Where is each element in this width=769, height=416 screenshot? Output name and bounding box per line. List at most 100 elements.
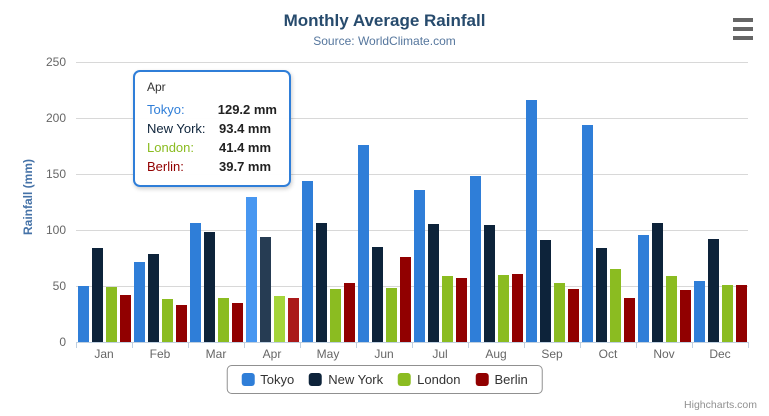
bar-berlin-jul[interactable] — [455, 277, 467, 342]
bar-london-apr[interactable] — [273, 295, 285, 342]
y-axis-label-100: 100 — [45, 223, 66, 237]
bar-new-york-apr[interactable] — [259, 237, 271, 342]
bar-new-york-sep[interactable] — [539, 239, 551, 342]
bar-berlin-feb[interactable] — [175, 304, 187, 342]
legend-label: London — [417, 372, 461, 387]
bar-new-york-jul[interactable] — [427, 224, 439, 342]
bar-tokyo-nov[interactable] — [637, 234, 649, 342]
bar-new-york-may[interactable] — [315, 223, 327, 342]
tooltip: Apr Tokyo: 129.2 mm New York: 93.4 mm London… — [133, 70, 291, 187]
bar-tokyo-jul[interactable] — [413, 190, 425, 342]
y-axis-title: Rainfall (mm) — [21, 159, 35, 236]
bar-tokyo-jun[interactable] — [357, 144, 369, 342]
bar-tokyo-aug[interactable] — [469, 175, 481, 342]
legend-item-london[interactable]: London — [398, 372, 461, 387]
bar-berlin-oct[interactable] — [623, 298, 635, 342]
bar-new-york-dec[interactable] — [707, 238, 719, 342]
x-axis-label-may: May — [316, 347, 340, 361]
x-axis-line — [76, 342, 749, 343]
x-axis-label-dec: Dec — [709, 347, 731, 361]
bar-new-york-jun[interactable] — [371, 247, 383, 342]
bar-london-sep[interactable] — [553, 283, 565, 342]
bar-tokyo-apr[interactable] — [245, 197, 257, 342]
y-gridline-250 — [76, 62, 748, 63]
bar-tokyo-oct[interactable] — [581, 124, 593, 342]
y-axis-label-0: 0 — [59, 335, 66, 349]
x-axis-tick — [300, 343, 301, 348]
y-gridline-150 — [76, 174, 748, 175]
bar-london-mar[interactable] — [217, 297, 229, 342]
credits-link[interactable]: Highcharts.com — [684, 399, 757, 411]
x-axis-label-aug: Aug — [485, 347, 507, 361]
bar-berlin-dec[interactable] — [735, 284, 747, 342]
bar-new-york-feb[interactable] — [147, 253, 159, 342]
tooltip-series-value: 39.7 mm — [219, 159, 272, 174]
bar-tokyo-may[interactable] — [301, 180, 313, 342]
bar-new-york-mar[interactable] — [203, 231, 215, 342]
bar-berlin-apr[interactable] — [287, 297, 299, 342]
x-axis-tick — [356, 343, 357, 348]
y-gridline-200 — [76, 118, 748, 119]
bar-london-aug[interactable] — [497, 275, 509, 342]
x-axis-label-feb: Feb — [149, 347, 171, 361]
chart-title: Monthly Average Rainfall — [283, 11, 486, 30]
bar-london-oct[interactable] — [609, 268, 621, 342]
legend-item-tokyo[interactable]: Tokyo — [241, 372, 294, 387]
tooltip-row-berlin: Berlin: 39.7 mm — [147, 157, 277, 176]
bar-new-york-nov[interactable] — [651, 222, 663, 342]
bar-berlin-sep[interactable] — [567, 288, 579, 342]
x-axis-tick — [636, 343, 637, 348]
y-axis-label-150: 150 — [45, 167, 66, 181]
y-gridline-100 — [76, 230, 748, 231]
tooltip-series-name: Berlin: — [147, 159, 184, 174]
y-gridline-50 — [76, 286, 748, 287]
bar-tokyo-jan[interactable] — [77, 286, 89, 342]
bar-london-feb[interactable] — [161, 298, 173, 342]
bar-london-jun[interactable] — [385, 287, 397, 342]
legend-item-new-york[interactable]: New York — [309, 372, 383, 387]
bar-berlin-may[interactable] — [343, 283, 355, 342]
legend-swatch-new-york — [309, 373, 323, 386]
bar-tokyo-sep[interactable] — [525, 99, 537, 342]
x-axis-tick — [692, 343, 693, 348]
legend-label: Tokyo — [260, 372, 295, 387]
x-axis-label-oct: Oct — [598, 347, 618, 361]
legend-item-berlin[interactable]: Berlin — [475, 372, 528, 387]
x-axis-label-mar: Mar — [205, 347, 227, 361]
x-axis-tick — [580, 343, 581, 348]
tooltip-row-tokyo: Tokyo: 129.2 mm — [147, 100, 277, 119]
bar-berlin-aug[interactable] — [511, 274, 523, 342]
bar-london-jul[interactable] — [441, 275, 453, 342]
tooltip-category-label: Apr — [147, 80, 166, 94]
x-axis-label-jun: Jun — [374, 347, 394, 361]
context-menu-button[interactable] — [732, 18, 754, 42]
y-axis-label-50: 50 — [52, 279, 66, 293]
legend-swatch-berlin — [475, 373, 489, 386]
plot-area — [76, 62, 748, 342]
tooltip-row-new-york: New York: 93.4 mm — [147, 119, 277, 138]
bar-new-york-jan[interactable] — [91, 248, 103, 342]
bar-berlin-nov[interactable] — [679, 289, 691, 342]
bar-berlin-mar[interactable] — [231, 303, 243, 342]
chart-subtitle: Source: WorldClimate.com — [313, 34, 456, 48]
bar-new-york-oct[interactable] — [595, 248, 607, 342]
bar-tokyo-dec[interactable] — [693, 281, 705, 342]
tooltip-series-name: Tokyo: — [147, 102, 185, 117]
x-axis-label-nov: Nov — [653, 347, 675, 361]
bar-berlin-jan[interactable] — [119, 294, 131, 342]
bar-new-york-aug[interactable] — [483, 225, 495, 342]
y-axis-label-250: 250 — [45, 55, 66, 69]
bar-london-nov[interactable] — [665, 275, 677, 342]
x-axis-tick — [524, 343, 525, 348]
bar-berlin-jun[interactable] — [399, 257, 411, 342]
x-axis-tick — [76, 343, 77, 348]
bar-london-dec[interactable] — [721, 284, 733, 342]
tooltip-series-value: 129.2 mm — [217, 102, 277, 117]
tooltip-series-value: 93.4 mm — [219, 121, 272, 136]
x-axis-label-sep: Sep — [541, 347, 563, 361]
bar-london-jan[interactable] — [105, 287, 117, 342]
tooltip-series-value: 41.4 mm — [219, 140, 272, 155]
bar-tokyo-feb[interactable] — [133, 261, 145, 342]
bar-tokyo-mar[interactable] — [189, 222, 201, 342]
bar-london-may[interactable] — [329, 289, 341, 342]
